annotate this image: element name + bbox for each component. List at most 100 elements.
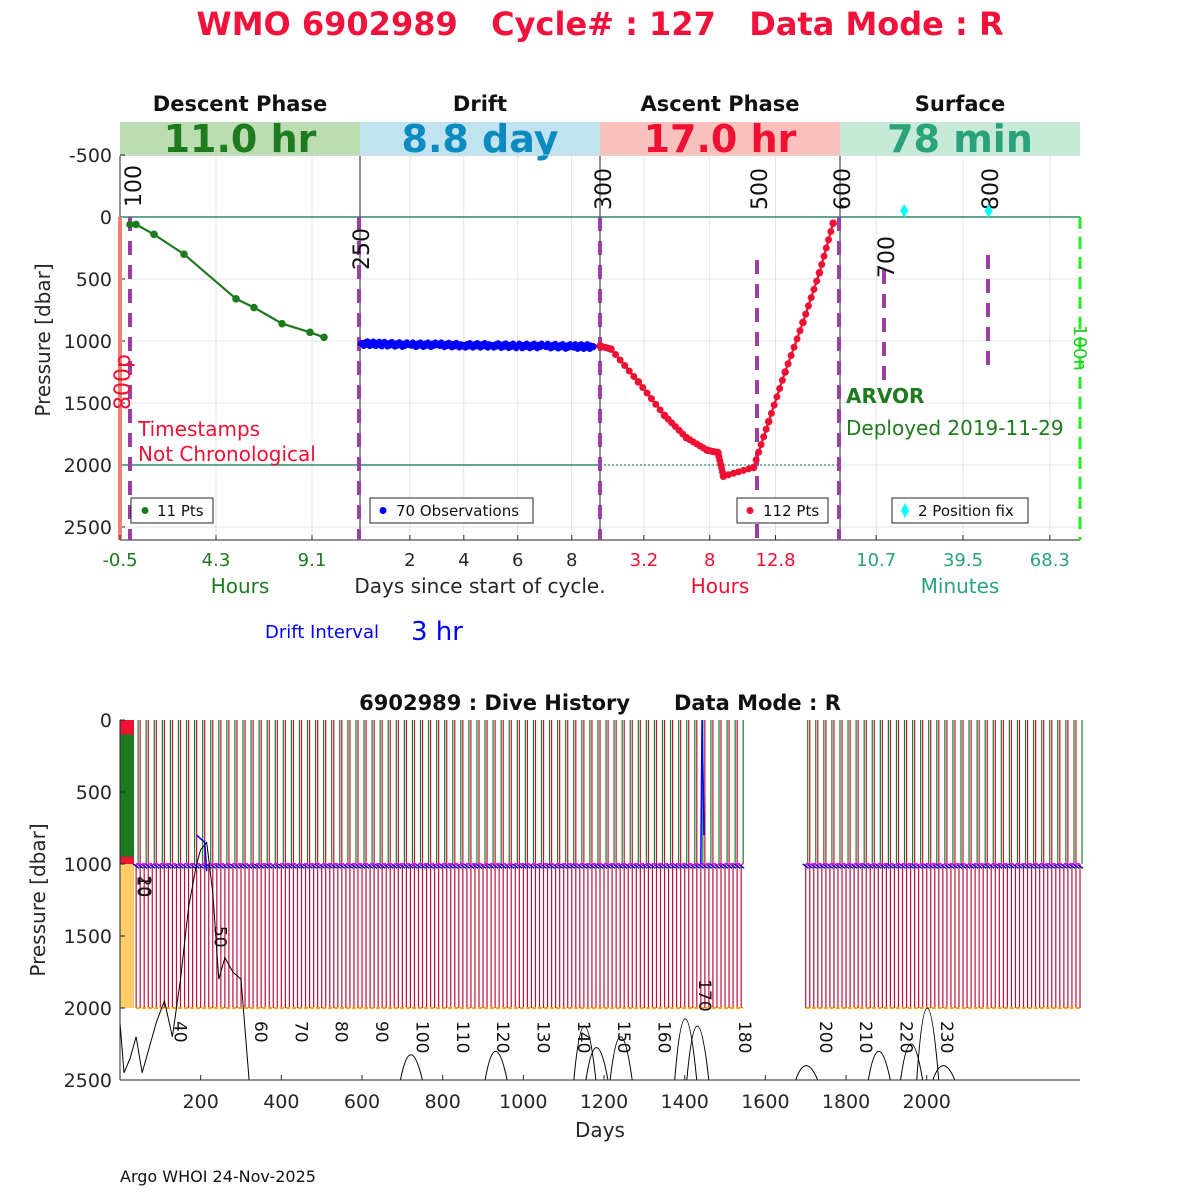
cycle-x-unit-1: Days since start of cycle.: [354, 574, 605, 598]
series-ascent-point-9: [764, 417, 773, 426]
legend-drift-label: 70 Observations: [396, 502, 519, 520]
history-drift-1-209: [959, 863, 967, 869]
series-ascent-point-1-4: [625, 367, 633, 375]
series-descent-point-6: [278, 319, 286, 328]
cycle-label-180: 180: [734, 1021, 754, 1053]
series-ascent-point-11-4: [810, 285, 818, 293]
history-drift-1-200: [923, 863, 931, 869]
cycle-label-100: 100: [411, 1021, 431, 1053]
history-drift-0-16: [181, 863, 188, 869]
series-ascent-point-8: [749, 463, 758, 472]
cycle-label-130: 130: [532, 1021, 552, 1053]
cycle-label-80: 80: [331, 1021, 351, 1043]
history-drift-0-98: [511, 863, 519, 869]
history-drift-1-173: [814, 863, 822, 869]
history-drift-0-144: [697, 863, 705, 869]
history-y-tick-1: 500: [76, 782, 112, 804]
history-y-tick-5: 2500: [64, 1070, 112, 1092]
history-drift-0-55: [338, 863, 346, 869]
series-ascent-point-11-1: [802, 310, 810, 318]
history-drift-0-141: [685, 863, 693, 869]
history-plot: [119, 719, 1084, 1081]
cycle-x-tick-1-3: 8: [566, 550, 577, 571]
cycle-label-40: 40: [169, 1021, 189, 1043]
series-ascent-point-2: [634, 378, 643, 386]
cycle-label-20: 20: [134, 876, 154, 898]
cycle-label-120: 120: [492, 1021, 512, 1053]
phase-name-1: Drift: [453, 92, 507, 116]
history-drift-0-83: [451, 863, 459, 869]
history-drift-0-80: [439, 863, 447, 869]
history-drift-0-92: [487, 863, 495, 869]
series-descent-point-4: [232, 295, 240, 303]
legend-descent: 11 Pts: [130, 497, 214, 524]
history-drift-0-61: [362, 863, 370, 869]
history-y-tick-0: 0: [100, 710, 112, 732]
series-descent-point-5: [250, 303, 258, 312]
history-drift-1-191: [886, 863, 894, 869]
series-ascent-point-1-3: [621, 361, 629, 369]
history-black-blip-7: [795, 1065, 819, 1081]
history-early-orange-block: [120, 864, 134, 1008]
series-ascent-point-10: [781, 368, 789, 376]
history-black-blip-6: [686, 1025, 710, 1081]
phase-band-2: [600, 122, 840, 156]
history-drift-0-37: [265, 863, 273, 869]
series-ascent-point-13: [829, 219, 837, 227]
history-drift-1-234: [1060, 863, 1068, 869]
phase-band-1: [360, 122, 600, 156]
history-drift-0-101: [523, 863, 531, 869]
series-ascent-point-9-1: [767, 409, 775, 417]
history-drift-1-188: [874, 863, 882, 869]
series-drift-point-9: [589, 343, 597, 351]
series-ascent-point-2-5: [656, 406, 664, 414]
cycle-chart-y-axis-label: Pressure [dbar]: [31, 263, 55, 416]
history-drift-1-182: [850, 863, 858, 869]
cycle-x-unit-0: Hours: [211, 574, 270, 598]
history-drift-0-49: [314, 863, 322, 869]
legend-ascent: 112 Pts: [736, 497, 829, 524]
series-descent-point-3: [180, 250, 188, 258]
series-ascent-point-11-5: [813, 277, 821, 285]
history-x-tick-1: 400: [263, 1091, 299, 1113]
history-black-blip-3: [585, 1047, 609, 1081]
cycle-label-160: 160: [653, 1021, 673, 1053]
deployed-date: Deployed 2019-11-29: [846, 416, 1064, 440]
history-black-blip-2: [573, 1025, 597, 1081]
series-ascent-point-10-3: [790, 343, 798, 351]
history-drift-1-206: [947, 863, 955, 869]
cycle-y-tick-4: 1500: [64, 393, 112, 415]
cycle-x-tick-0-0: -0.5: [102, 550, 137, 571]
series-ascent-point-8-3: [757, 441, 765, 449]
history-early-red-top: [120, 720, 134, 735]
series-ascent-point-9-3: [773, 393, 781, 401]
series-descent-point-8: [320, 333, 328, 342]
history-drift-1-197: [911, 863, 919, 869]
history-drift-0-25: [217, 863, 225, 869]
series-ascent-point-1-2: [616, 356, 624, 364]
history-drift-0-4: [132, 863, 140, 869]
series-ascent-point-9-4: [776, 385, 784, 393]
series-ascent-point-9-2: [770, 401, 778, 409]
phase-name-2: Ascent Phase: [641, 92, 800, 116]
cycle-chart-x-ticks: -0.5 4.3 9.1 2 4 6 8 3.2 8 12.8 10.7 39.5 68.3 Hours D…: [102, 535, 1070, 598]
marker-label-500: 500: [748, 168, 773, 210]
history-drift-0-147: [709, 863, 717, 869]
phase-band-0: [120, 122, 360, 156]
history-y-tick-4: 2000: [64, 998, 112, 1020]
cycle-label-230: 230: [936, 1021, 956, 1053]
history-drift-0-116: [584, 863, 592, 869]
series-ascent-point-11-3: [807, 294, 815, 302]
cycle-x-tick-0-1: 4.3: [202, 550, 231, 571]
history-drift-0-28: [229, 863, 237, 869]
series-ascent-point-10-4: [793, 335, 801, 343]
cycle-x-tick-3-0: 10.7: [856, 550, 896, 571]
cycle-y-tick-2: 500: [76, 269, 112, 291]
cycle-x-tick-1-2: 6: [512, 550, 523, 571]
history-drift-0-113: [572, 863, 580, 869]
history-drift-0-150: [721, 863, 729, 869]
series-descent-line: [130, 223, 325, 339]
cycle-label-110: 110: [452, 1021, 472, 1053]
series-descent-point-2: [150, 230, 158, 239]
